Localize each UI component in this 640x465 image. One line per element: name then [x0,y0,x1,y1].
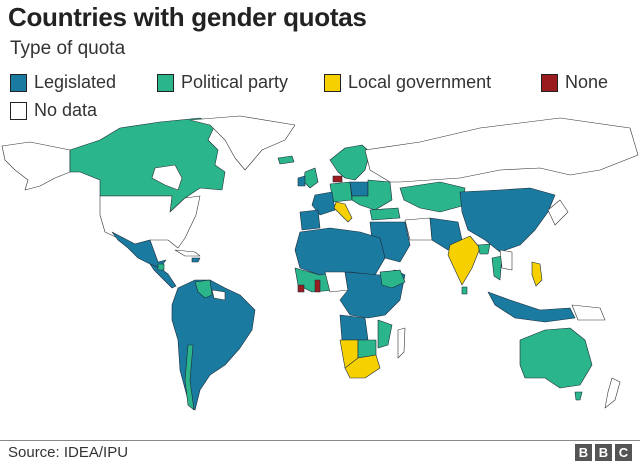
region-guatemala [157,263,165,271]
bbc-logo: B B C [575,444,632,461]
region-ghana [314,279,321,293]
region-png [571,304,606,321]
region-sri-lanka [461,286,468,295]
region-bangladesh [477,243,491,255]
legend-swatch-local-government [324,73,341,92]
legend-item-legislated: Legislated [10,72,116,93]
region-usa [99,195,201,249]
legend-label: Political party [181,72,289,92]
legend-label: None [565,72,609,92]
region-venezuela [194,279,213,299]
chart-title: Countries with gender quotas [8,2,367,32]
region-kazakhstan [399,181,466,213]
legend-swatch-legislated [10,73,27,92]
region-south-africa [344,354,381,379]
region-thailand [491,255,503,281]
region-mozambique [377,319,393,349]
region-alaska [1,141,71,191]
logo-letter: C [615,444,632,461]
region-tasmania [574,391,583,401]
region-ethiopia [379,269,406,289]
legend-item-local-government: Local government [324,72,491,93]
legend-label: Local government [348,72,492,92]
region-iceland [277,155,295,165]
region-indonesia [487,291,576,323]
region-eastern-europe [351,179,393,211]
logo-letter: B [575,444,592,461]
legend-title: Type of quota [10,38,126,59]
region-turkey [369,207,401,221]
legend-swatch-none [541,73,558,92]
region-india [447,235,481,286]
legend-item-no-data: No data [10,100,97,121]
region-guyana [211,289,226,301]
region-denmark [332,175,343,183]
region-haiti [191,257,201,263]
region-cuba [174,249,201,257]
footer-divider [0,440,640,441]
legend-swatch-political-party [157,73,174,92]
region-italy [333,201,353,223]
region-sierra-leone-liberia [297,284,305,293]
legend-label: Legislated [34,72,117,92]
region-new-zealand [604,377,621,409]
region-hudson-bay [151,164,183,191]
region-canada [69,117,226,213]
legend-swatch-no-data [10,101,27,120]
region-madagascar [397,327,406,359]
source-text: Source: IDEA/IPU [8,444,129,461]
region-philippines [531,261,543,287]
legend-item-political-party: Political party [157,72,288,93]
region-scandinavia [329,144,371,181]
region-greenland [189,115,296,171]
region-iberia [299,209,321,231]
region-australia [519,327,593,389]
region-south-america [171,279,256,411]
region-indochina [499,249,513,271]
region-china-mongolia [459,187,556,253]
world-map [1,115,639,411]
region-russia [364,117,639,183]
region-uk [303,167,319,189]
region-ireland [297,175,306,187]
region-iran [404,217,433,241]
region-angola [339,314,369,341]
region-france [311,191,336,216]
region-japan [547,199,569,226]
region-poland [349,181,369,197]
legend-item-none: None [541,72,608,93]
logo-letter: B [595,444,612,461]
legend-label: No data [34,100,98,120]
region-chile [184,344,195,411]
